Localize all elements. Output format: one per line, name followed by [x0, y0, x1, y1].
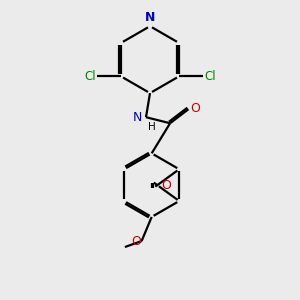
Text: O: O [131, 235, 141, 248]
Text: Cl: Cl [84, 70, 96, 83]
Text: O: O [190, 102, 200, 115]
Text: N: N [133, 111, 142, 124]
Text: H: H [148, 122, 155, 132]
Text: Cl: Cl [204, 70, 216, 83]
Text: O: O [161, 178, 171, 192]
Text: N: N [145, 11, 155, 23]
